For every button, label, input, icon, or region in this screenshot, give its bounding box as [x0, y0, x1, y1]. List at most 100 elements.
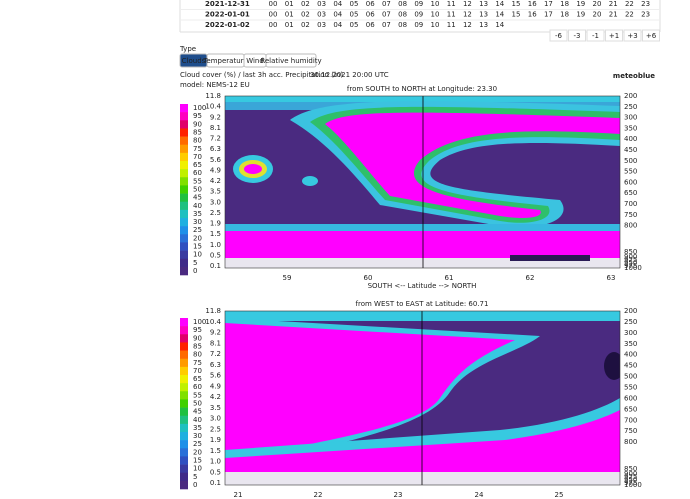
hour: 00 — [269, 11, 278, 19]
left-tick: 1.5 — [210, 447, 221, 455]
x-tick: 61 — [445, 274, 454, 282]
panel-title: from SOUTH to NORTH at Longitude: 23.30 — [347, 85, 497, 93]
scale-swatch — [180, 128, 188, 137]
plot-frame — [224, 310, 621, 486]
hour: 03 — [317, 11, 326, 19]
panel-title: from WEST to EAST at Latitude: 60.71 — [356, 300, 489, 308]
offset-button[interactable] — [642, 29, 660, 42]
hour: 10 — [431, 0, 440, 8]
right-tick: 1000 — [624, 264, 642, 272]
scale-swatch — [180, 169, 188, 178]
scale-swatch — [180, 358, 188, 368]
left-tick: 2.5 — [210, 209, 221, 217]
description: Cloud cover (%) / last 3h acc. Precipita… — [180, 71, 343, 79]
scale-label: 95 — [193, 112, 202, 120]
scale-label: 0 — [193, 267, 197, 275]
offset-label[interactable]: +6 — [646, 32, 657, 40]
hour: 12 — [463, 11, 472, 19]
offset-label[interactable]: -6 — [555, 32, 563, 40]
scale-swatch — [180, 440, 188, 449]
hour: 16 — [528, 0, 537, 8]
tab-label[interactable]: Wind — [246, 57, 264, 65]
hour: 23 — [641, 0, 650, 8]
left-tick: 2.5 — [210, 425, 221, 433]
hour: 10 — [431, 11, 440, 19]
scale-swatch — [180, 464, 188, 474]
scale-swatch — [180, 250, 188, 260]
x-label: SOUTH <-- Latitude --> NORTH — [368, 282, 477, 290]
left-tick: 9.2 — [210, 329, 221, 337]
hour: 08 — [398, 11, 407, 19]
hour: 10 — [431, 21, 440, 29]
scale-swatch — [180, 136, 188, 146]
right-tick: 800 — [624, 222, 637, 230]
offset-label[interactable]: -3 — [574, 32, 581, 40]
offset-button[interactable] — [586, 29, 605, 42]
right-tick: 500 — [624, 373, 637, 381]
scale-label: 5 — [193, 473, 197, 481]
scale-swatch — [180, 480, 188, 490]
scale-swatch — [180, 448, 188, 457]
offset-label[interactable]: -1 — [592, 32, 599, 40]
left-tick: 4.2 — [210, 177, 221, 185]
scale-label: 35 — [193, 424, 202, 432]
scale-label: 65 — [193, 375, 202, 383]
scale-swatch — [180, 218, 188, 227]
date: 2022-01-02 — [205, 21, 250, 29]
scale-label: 45 — [193, 408, 202, 416]
scale-swatch — [180, 193, 188, 203]
hour: 03 — [317, 0, 326, 8]
scale-swatch — [180, 326, 188, 335]
offset-button[interactable] — [549, 29, 568, 42]
tab-label[interactable]: Temperature — [202, 57, 247, 65]
hour: 21 — [609, 11, 618, 19]
left-tick: 8.1 — [210, 124, 221, 132]
left-tick: 10.4 — [205, 318, 221, 326]
tab-label[interactable]: Clouds — [182, 57, 206, 65]
left-tick: 0.5 — [210, 468, 221, 476]
hour: 17 — [544, 0, 553, 8]
scale-swatch — [180, 350, 188, 360]
hour: 12 — [463, 0, 472, 8]
hour: 05 — [350, 0, 359, 8]
right-tick: 950 — [624, 476, 637, 484]
left-tick: 4.2 — [210, 393, 221, 401]
hour: 06 — [366, 21, 375, 29]
right-tick: 975 — [624, 262, 637, 270]
scale-label: 45 — [193, 194, 202, 202]
scale-label: 15 — [193, 243, 202, 251]
scale-label: 20 — [193, 448, 202, 456]
offset-label[interactable]: +1 — [609, 32, 619, 40]
x-tick: 63 — [607, 274, 616, 282]
right-tick: 300 — [624, 329, 637, 337]
plot-frame — [224, 95, 621, 269]
scale-label: 95 — [193, 326, 202, 334]
offset-button[interactable] — [623, 29, 642, 42]
left-tick: 0.5 — [210, 251, 221, 259]
hour: 06 — [366, 11, 375, 19]
scale-swatch — [180, 456, 188, 465]
scale-label: 50 — [193, 400, 202, 408]
scale-swatch — [180, 234, 188, 243]
right-tick: 400 — [624, 135, 637, 143]
scale-label: 40 — [193, 416, 202, 424]
hour: 01 — [285, 21, 294, 29]
scale-swatch — [180, 152, 188, 162]
offset-button[interactable] — [605, 29, 623, 42]
tab[interactable] — [265, 53, 317, 68]
left-tick: 3.5 — [210, 188, 221, 196]
tab-label[interactable]: Relative humidity — [260, 57, 321, 65]
x-tick: 22 — [314, 491, 323, 499]
hour: 11 — [447, 11, 456, 19]
offset-label[interactable]: +3 — [627, 32, 637, 40]
date: 2022-01-01 — [205, 11, 250, 19]
left-tick: 0.1 — [210, 262, 221, 270]
hour: 07 — [382, 21, 391, 29]
offset-button[interactable] — [568, 29, 586, 42]
x-tick: 21 — [234, 491, 243, 499]
scale-label: 55 — [193, 391, 202, 399]
hour: 12 — [463, 21, 472, 29]
hour: 04 — [333, 21, 342, 29]
scale-swatch — [180, 104, 188, 113]
right-tick: 600 — [624, 394, 637, 402]
